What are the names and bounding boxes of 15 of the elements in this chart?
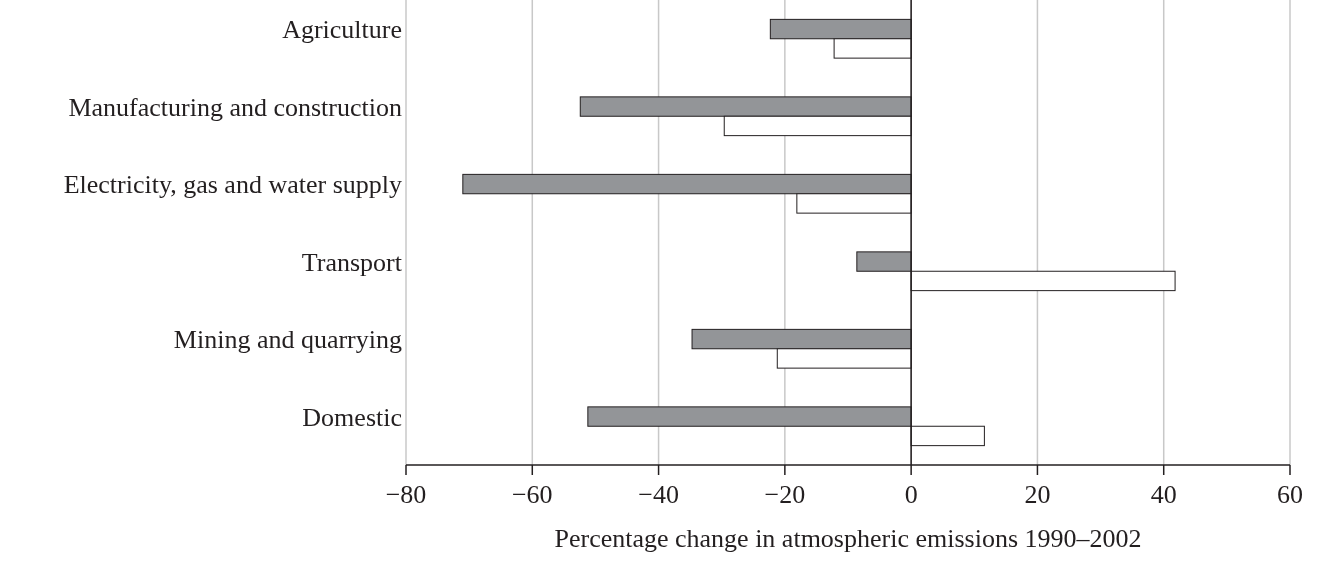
y-tick-label: Mining and quarrying <box>173 325 402 355</box>
x-tick-label: −40 <box>638 480 679 509</box>
x-tick-label: 0 <box>904 480 918 509</box>
x-tick-label: 60 <box>1277 480 1303 509</box>
y-tick-label: Electricity, gas and water supply <box>63 170 402 200</box>
x-tick-label: −60 <box>511 480 553 509</box>
x-tick-label: 40 <box>1150 480 1177 509</box>
x-tick-label: −20 <box>764 480 806 509</box>
y-tick-label: Transport <box>301 247 403 277</box>
x-tick-label: 20 <box>1024 480 1051 509</box>
x-axis-title: Percentage change in atmospheric emissions 1990–2002 <box>554 524 1142 553</box>
y-tick-label: Agriculture <box>282 15 402 45</box>
y-tick-label: Domestic <box>302 402 402 432</box>
y-tick-label: Manufacturing and construction <box>68 92 402 122</box>
x-tick-label: −80 <box>385 480 427 509</box>
